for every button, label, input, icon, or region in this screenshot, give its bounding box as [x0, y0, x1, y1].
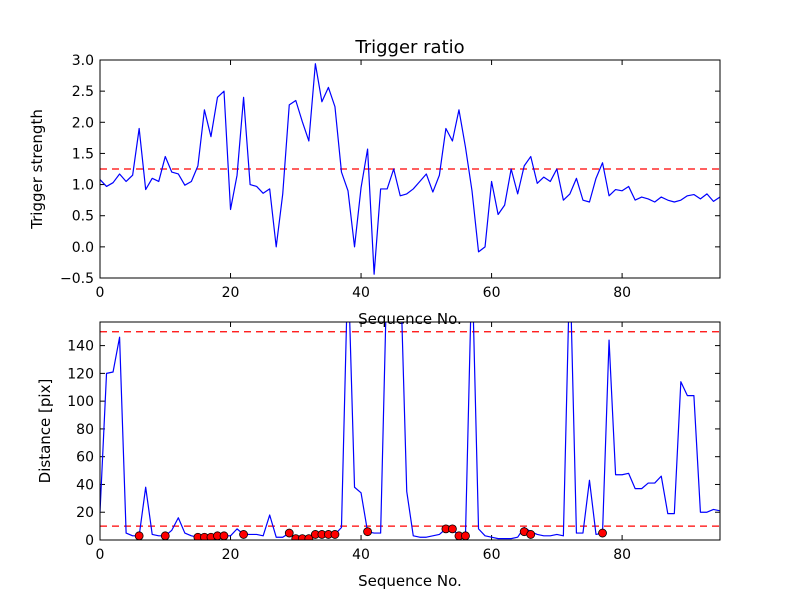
x-tick-label: 60	[483, 547, 501, 563]
y-tick-label: 40	[76, 477, 94, 493]
trigger-marker	[219, 531, 229, 540]
x-axis-label: Sequence No.	[358, 310, 462, 328]
x-tick-label: 60	[483, 285, 501, 301]
y-tick-label: 140	[67, 339, 94, 355]
x-tick-label: 80	[613, 285, 631, 301]
trigger-marker	[363, 527, 372, 537]
y-tick-label: 2.5	[72, 84, 94, 100]
y-tick-label: 2.0	[72, 115, 94, 131]
y-axis-label: Trigger strength	[28, 109, 46, 230]
x-tick-label: 40	[352, 285, 370, 301]
y-tick-label: 3.0	[72, 53, 94, 69]
x-tick-label: 20	[222, 285, 240, 301]
plot-area	[100, 322, 720, 540]
x-tick-label: 0	[96, 285, 105, 301]
y-tick-label: 0	[85, 533, 94, 549]
y-tick-label: 0.0	[72, 240, 94, 256]
trigger-marker	[304, 534, 314, 540]
trigger-marker	[526, 530, 536, 539]
trigger-marker	[330, 530, 340, 539]
y-tick-label: 80	[76, 422, 94, 438]
x-axis-label: Sequence No.	[358, 572, 462, 590]
x-tick-label: 0	[96, 547, 105, 563]
y-tick-label: 0.5	[72, 209, 94, 225]
x-tick-label: 80	[613, 547, 631, 563]
trigger-marker	[134, 531, 144, 540]
axes-frame	[99, 59, 721, 279]
distance-chart: 0 20 40 60 80 0 20 40 60 80 100 120 140 Sequence No.…	[36, 321, 721, 590]
trigger-ratio-chart: Trigger ratio 0 20 40 60 80 −0.5 0.0 0.5 1.0 1.5 2…	[28, 37, 721, 328]
y-tick-label: 20	[76, 505, 94, 521]
axes-frame	[99, 321, 721, 541]
trigger-marker	[239, 530, 248, 539]
y-tick-label: 1.0	[72, 178, 94, 194]
chart-title: Trigger ratio	[354, 37, 464, 58]
x-tick-label: 20	[222, 547, 240, 563]
y-tick-label: 100	[67, 394, 94, 410]
trigger-marker	[461, 531, 470, 540]
y-tick-label: 120	[67, 366, 94, 382]
y-axis-label: Distance [pix]	[36, 379, 54, 484]
trigger-marker	[598, 528, 607, 538]
series-line-trigger-strength	[99, 63, 721, 275]
y-tick-label: 60	[76, 450, 94, 466]
trigger-marker	[160, 531, 170, 540]
trigger-marker	[284, 528, 294, 538]
x-tick-label: 40	[352, 547, 370, 563]
y-tick-label: −0.5	[60, 271, 94, 287]
trigger-marker	[448, 524, 457, 534]
y-tick-label: 1.5	[72, 146, 94, 162]
